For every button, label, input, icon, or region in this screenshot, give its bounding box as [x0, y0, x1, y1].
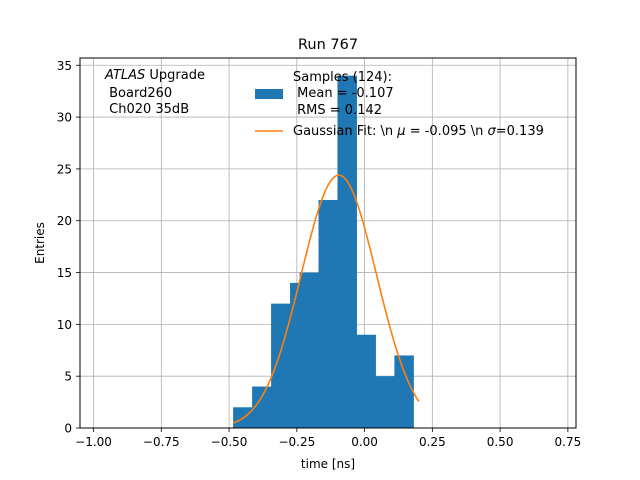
histogram-bar — [328, 199, 338, 428]
x-axis-label: time [ns] — [301, 457, 355, 471]
x-tick-label: 0.50 — [487, 435, 514, 449]
histogram-bar — [384, 376, 395, 428]
histogram-bar — [290, 282, 301, 428]
histogram-bar — [261, 386, 272, 428]
histogram-bar — [346, 75, 357, 428]
histogram-bar — [299, 272, 310, 428]
histogram-bar — [394, 355, 405, 428]
legend-fit-mu: μ — [396, 124, 405, 139]
x-tick-label: −0.50 — [211, 435, 248, 449]
histogram-bar — [309, 272, 320, 428]
histogram-bar — [252, 386, 263, 428]
histogram-bar — [375, 376, 386, 428]
chart-title: Run 767 — [298, 37, 358, 53]
legend-fit-sigma: σ — [488, 124, 497, 139]
legend-histogram-swatch — [255, 89, 283, 99]
legend-fit-part-2: = -0.095 \n — [406, 124, 488, 139]
axis-ticks: −1.00 −0.75 −0.50 −0.25 0.00 0.25 0.50 0.75 0 5 10… — [57, 59, 582, 449]
legend-hist-line-3: RMS = 0.142 — [293, 103, 382, 118]
y-tick-label: 25 — [57, 162, 72, 176]
histogram-bar — [337, 75, 348, 428]
legend: Samples (124): Mean = -0.107 RMS = 0.142… — [255, 70, 544, 139]
annotation-atlas: ATLAS — [104, 68, 145, 83]
legend-fit-label: Gaussian Fit: \n μ = -0.095 \n σ=0.139 — [293, 124, 544, 139]
y-tick-label: 35 — [57, 59, 72, 73]
histogram-bar — [365, 334, 376, 428]
histogram-bar — [242, 407, 253, 428]
annotation-line-3: Ch020 35dB — [105, 102, 189, 117]
legend-hist-line-1: Samples (124): — [293, 70, 392, 85]
plot-frame — [79, 57, 577, 429]
x-tick-label: 0.75 — [555, 435, 582, 449]
histogram-bar — [280, 303, 291, 428]
y-tick-label: 30 — [57, 111, 72, 125]
x-tick-label: 0.00 — [351, 435, 378, 449]
annotation-line-2: Board260 — [105, 86, 172, 101]
atlas-annotation: ATLAS Upgrade Board260 Ch020 35dB — [104, 68, 205, 117]
histogram-bar — [233, 407, 244, 428]
histogram-bar — [403, 355, 414, 428]
x-tick-label: 0.25 — [419, 435, 446, 449]
y-tick-label: 0 — [64, 422, 72, 436]
x-tick-label: −0.25 — [278, 435, 315, 449]
histogram-bar — [356, 334, 367, 428]
x-tick-label: −0.75 — [143, 435, 180, 449]
y-tick-label: 5 — [64, 370, 72, 384]
annotation-upgrade: Upgrade — [145, 68, 205, 83]
annotation-line-1: ATLAS Upgrade — [104, 68, 205, 83]
y-tick-label: 15 — [57, 266, 72, 280]
legend-fit-part-1: Gaussian Fit: \n — [293, 124, 397, 139]
x-tick-label: −1.00 — [75, 435, 112, 449]
gaussian-fit-curve — [232, 174, 420, 424]
y-tick-label: 10 — [57, 318, 72, 332]
histogram-bar — [318, 199, 329, 428]
legend-fit-part-3: =0.139 — [496, 124, 544, 139]
y-axis-label: Entries — [33, 222, 47, 264]
legend-hist-line-2: Mean = -0.107 — [293, 86, 394, 101]
y-tick-label: 20 — [57, 214, 72, 228]
